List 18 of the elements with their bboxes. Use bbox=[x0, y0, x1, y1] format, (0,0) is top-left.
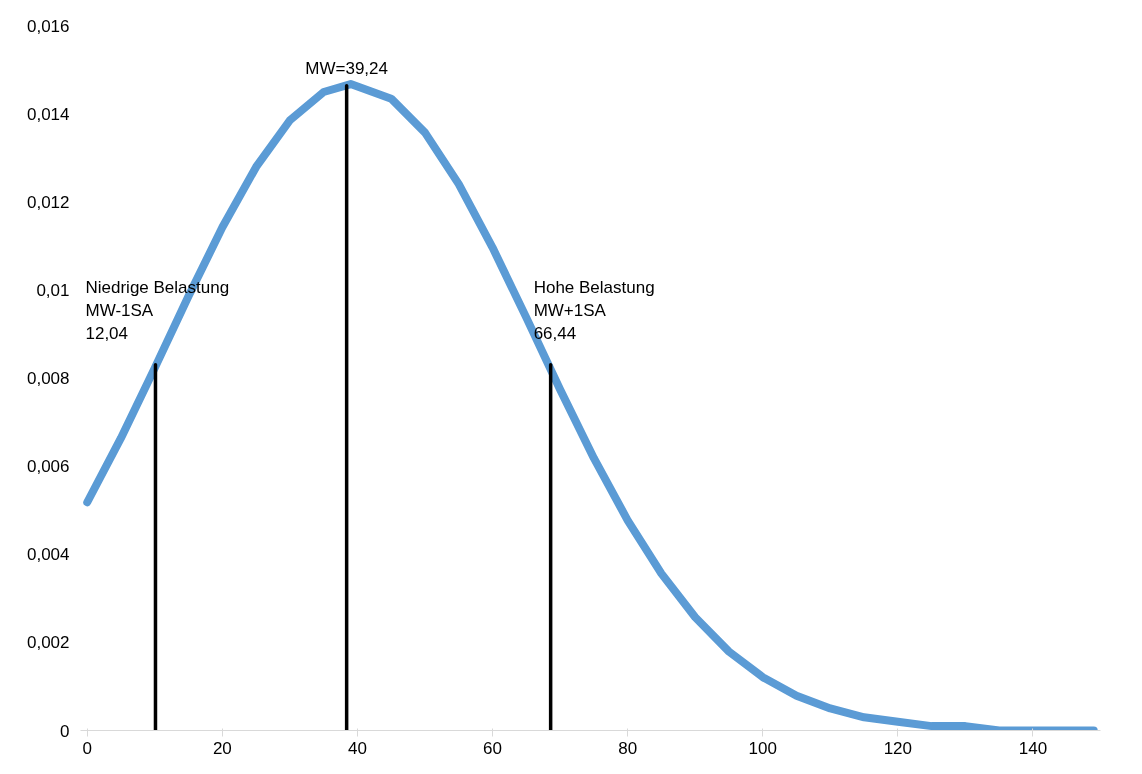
x-tick-label: 120 bbox=[883, 738, 913, 758]
x-tick-label: 0 bbox=[82, 738, 92, 758]
x-tick-label: 60 bbox=[483, 738, 503, 758]
y-tick-label: 0,006 bbox=[26, 457, 70, 477]
y-tick-label: 0 bbox=[60, 721, 70, 741]
y-tick-label: 0,014 bbox=[26, 104, 70, 124]
x-tick-label: 20 bbox=[212, 738, 232, 758]
y-tick-label: 0,008 bbox=[26, 369, 70, 388]
y-tick-label: 0,012 bbox=[26, 192, 70, 212]
x-tick-label: 80 bbox=[618, 738, 638, 758]
y-tick-label: 0,01 bbox=[36, 280, 70, 300]
x-tick-label: 40 bbox=[348, 738, 367, 758]
x-tick-label: 100 bbox=[748, 738, 777, 758]
x-tick-label: 140 bbox=[1018, 738, 1048, 758]
y-tick-label: 0,004 bbox=[26, 545, 70, 565]
y-tick-label: 0,016 bbox=[26, 16, 70, 36]
y-tick-label: 0,002 bbox=[26, 633, 70, 653]
annotation: MW=39,24 bbox=[305, 58, 388, 78]
